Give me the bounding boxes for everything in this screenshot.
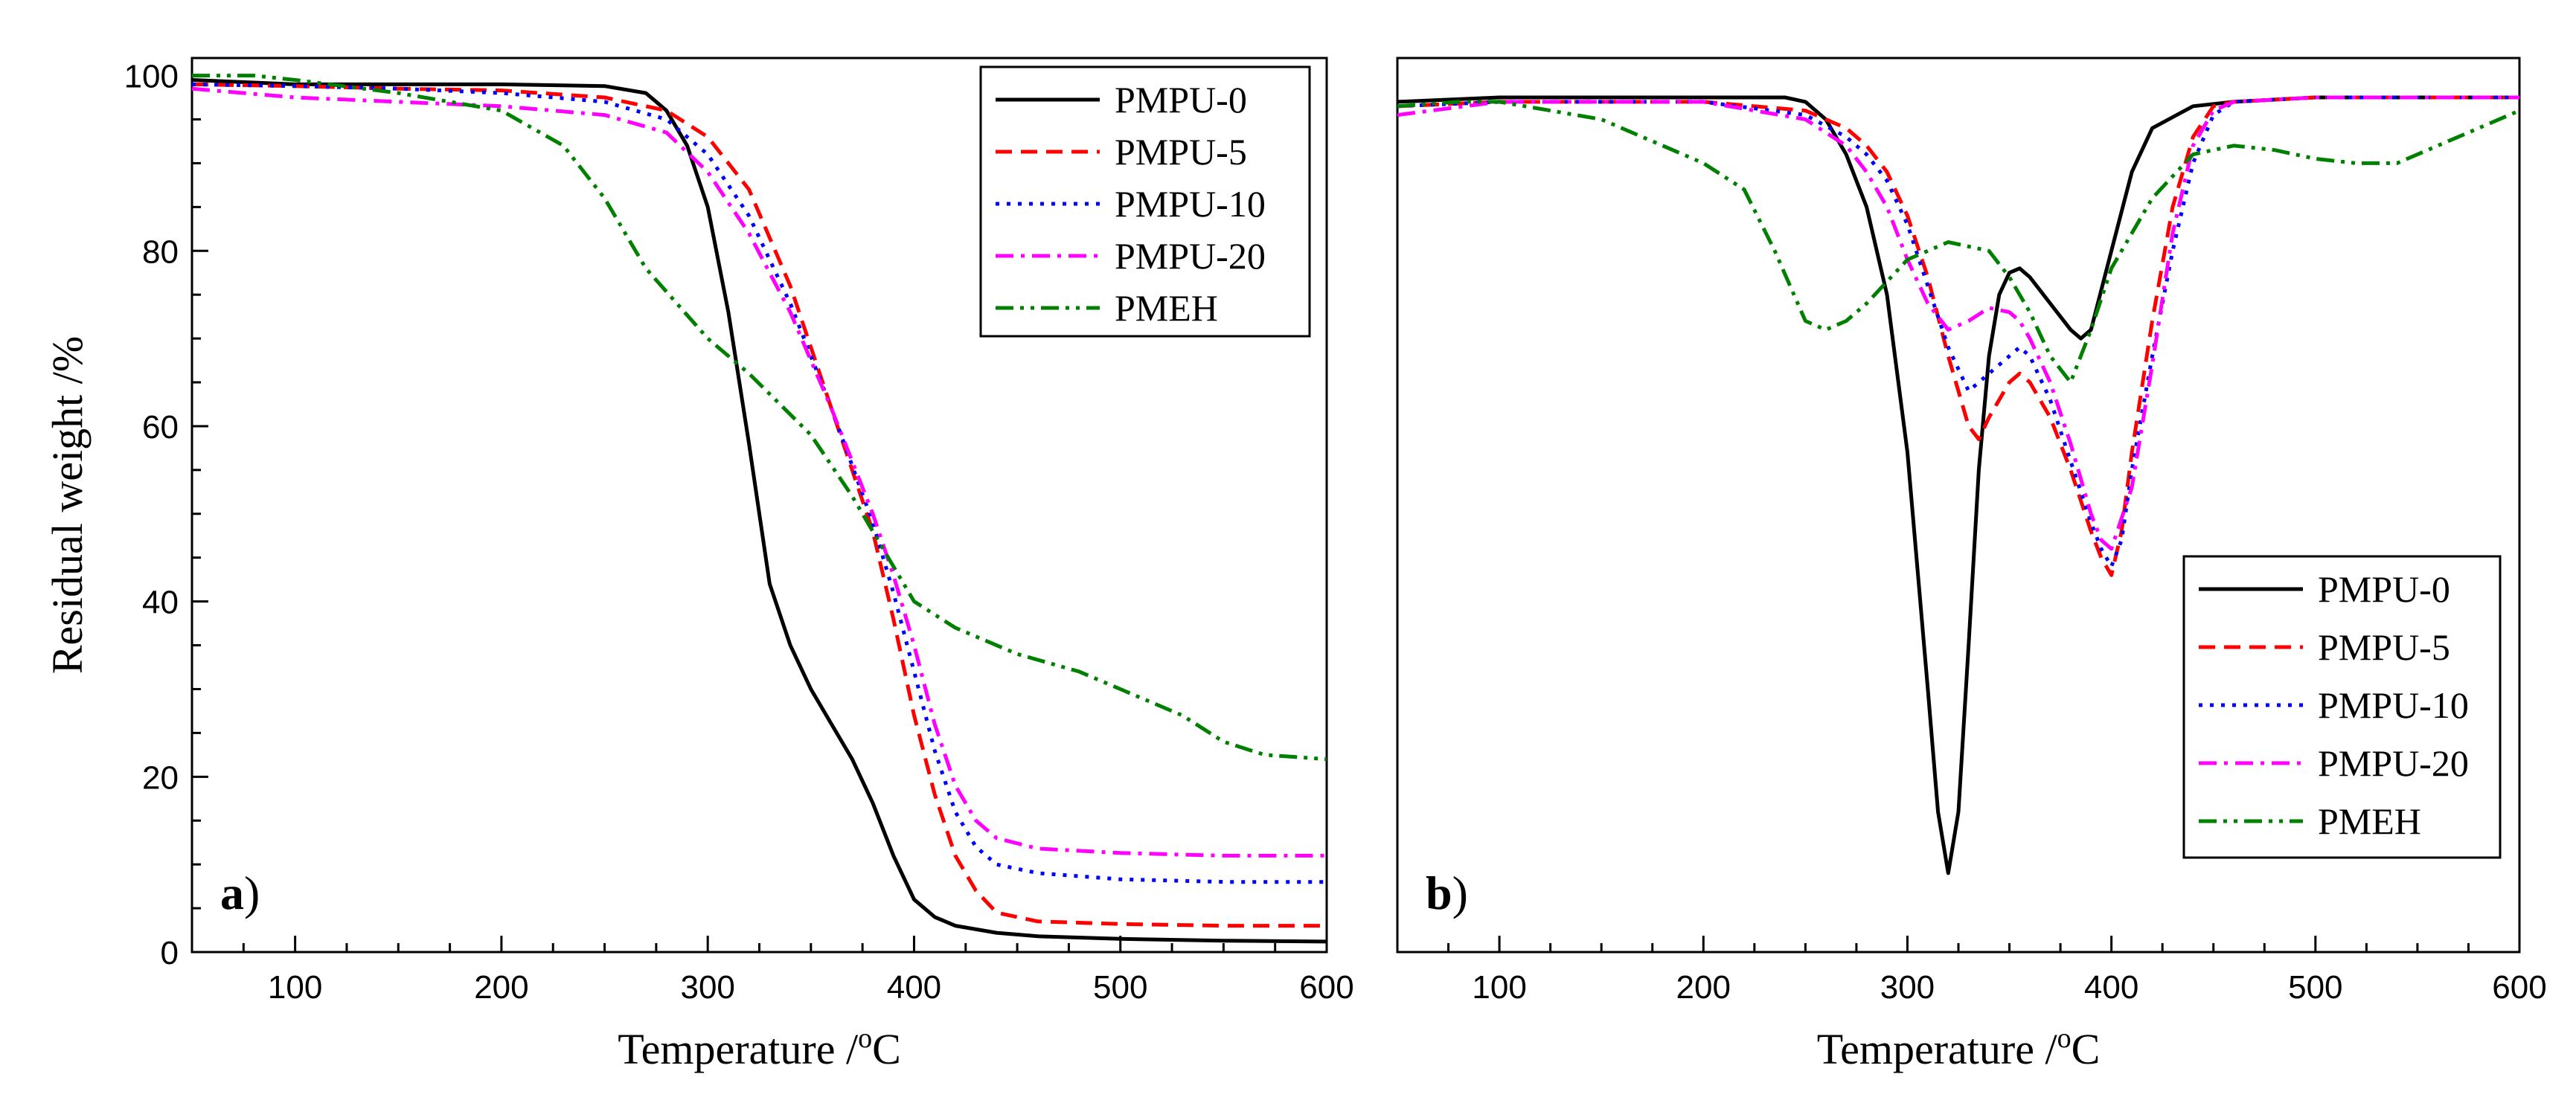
x-tick-label: 500 xyxy=(1093,969,1147,1006)
series-line-pmpu-0 xyxy=(192,78,1327,944)
legend-label: PMEH xyxy=(1115,287,1218,329)
y-tick-label: 100 xyxy=(124,59,179,95)
y-axis-title: Residual weight /% xyxy=(43,336,92,674)
legend-label: PMPU-5 xyxy=(1115,131,1247,173)
legend-label: PMPU-0 xyxy=(2318,568,2450,610)
series-line-pmpu-20 xyxy=(1397,95,2519,551)
series-line-pmpu-20 xyxy=(192,86,1327,858)
panel-label: b) xyxy=(1426,867,1468,919)
legend-label: PMPU-10 xyxy=(2318,684,2469,726)
x-tick-label: 200 xyxy=(474,969,528,1006)
x-tick-label: 300 xyxy=(1880,969,1935,1006)
y-tick-label: 40 xyxy=(142,585,179,621)
x-tick-label: 100 xyxy=(268,969,322,1006)
series-line-pmpu-10 xyxy=(1397,95,2519,568)
series-line-pmpu-5 xyxy=(1397,95,2519,577)
legend: PMPU-0 PMPU-5 PMPU-10 PMPU-20 PMEH xyxy=(979,65,1311,338)
chart-panel-a: 100 200 300 400 500 600 0 20 40 60 80 100 Temperatur… xyxy=(43,57,1354,1073)
legend-label: PMPU-20 xyxy=(1115,235,1266,277)
x-tick-label: 500 xyxy=(2288,969,2342,1006)
legend-label: PMEH xyxy=(2318,800,2421,842)
legend-label: PMPU-10 xyxy=(1115,183,1266,225)
legend-label: PMPU-20 xyxy=(2318,742,2469,784)
x-tick-label: 600 xyxy=(1299,969,1353,1006)
series-line-pmeh xyxy=(1397,100,2519,385)
x-tick-label: 300 xyxy=(680,969,734,1006)
y-tick-label: 20 xyxy=(142,759,179,796)
x-tick-label: 400 xyxy=(2084,969,2138,1006)
y-tick-label: 0 xyxy=(161,935,179,971)
series-line-pmpu-0 xyxy=(1397,95,2519,875)
legend-box xyxy=(979,65,1311,338)
y-tick-label: 80 xyxy=(142,234,179,270)
x-tick-label: 200 xyxy=(1676,969,1731,1006)
panel-label: a) xyxy=(220,867,260,919)
x-tick-label: 400 xyxy=(887,969,941,1006)
x-axis-title: Temperature /oC xyxy=(1817,1023,2101,1073)
legend-box xyxy=(2182,555,2502,859)
legend-label: PMPU-5 xyxy=(2318,626,2450,668)
x-tick-label: 100 xyxy=(1472,969,1526,1006)
x-tick-label: 600 xyxy=(2492,969,2546,1006)
legend: PMPU-0 PMPU-5 PMPU-10 PMPU-20 PMEH xyxy=(2182,555,2502,859)
y-tick-label: 60 xyxy=(142,409,179,446)
x-axis-title: Temperature /oC xyxy=(618,1023,901,1073)
series-line-pmpu-5 xyxy=(192,82,1327,928)
legend-label: PMPU-0 xyxy=(1115,79,1247,120)
